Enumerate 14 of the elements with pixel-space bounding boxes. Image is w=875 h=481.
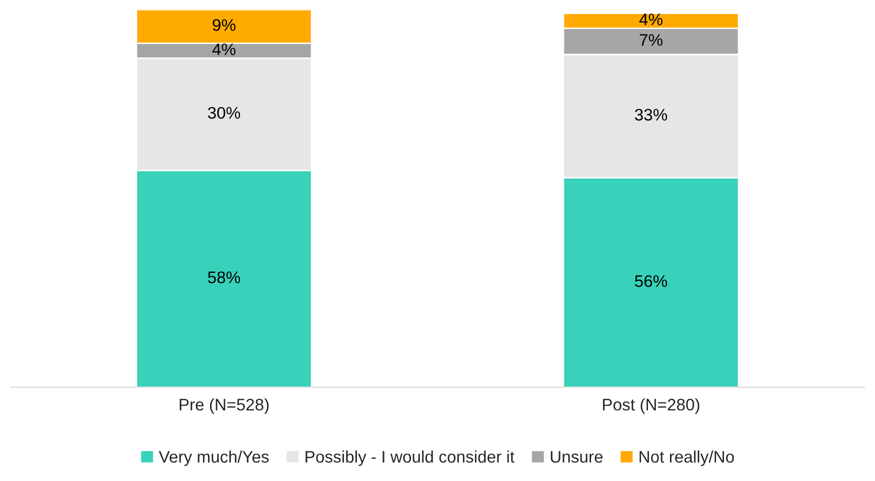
legend-label: Possibly - I would consider it [306,450,514,466]
data-label: 4% [639,14,662,26]
data-label: 56% [634,275,668,287]
data-label: 30% [208,106,240,119]
x-tick-label: Pre (N=528) [180,398,269,414]
legend-label: Unsure [550,451,603,463]
data-label: 7% [640,34,662,46]
x-tick-label: Post (N=280) [603,398,700,414]
legend-label: Not really/No [640,450,734,466]
legend-label: Very much/Yes [158,450,269,466]
data-label: 4% [212,43,236,56]
data-label: 58% [208,271,240,284]
data-label: 9% [212,19,236,31]
data-label: 33% [634,108,668,121]
